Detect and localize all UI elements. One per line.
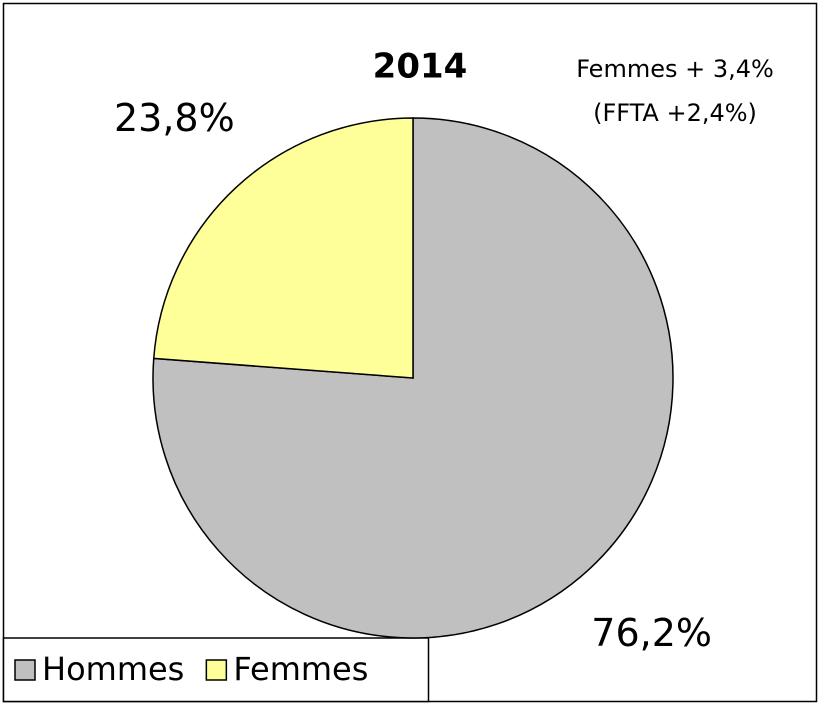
legend-swatch (14, 659, 36, 681)
legend-label: Hommes (42, 650, 184, 688)
legend-swatch (205, 659, 228, 681)
annotation: Femmes + 3,4% (576, 55, 774, 83)
data-label: 23,8% (114, 96, 235, 140)
pie-slice (152, 117, 414, 379)
chart-title: 2014 (373, 47, 468, 87)
annotation: (FFTA +2,4%) (593, 99, 757, 127)
legend-label: Femmes (233, 650, 368, 688)
data-label: 76,2% (591, 611, 712, 655)
